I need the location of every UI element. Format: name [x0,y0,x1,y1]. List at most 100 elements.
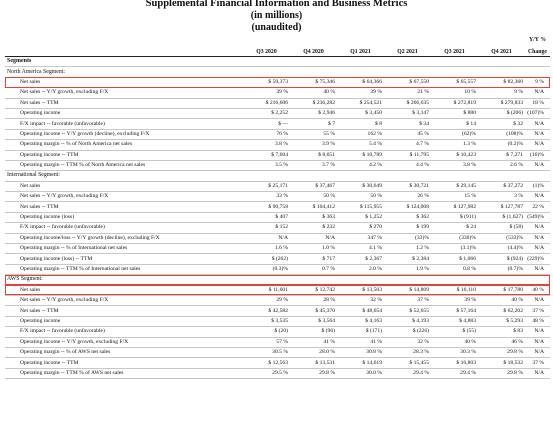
financial-metrics-table: Q3 2020 Q4 2020 Q1 2021 Q2 2021 Q3 2021 … [5,37,550,379]
metric-value: 2.0 % [368,266,382,272]
metric-value: $ 3,450 [365,110,382,117]
metric-value: $ 10,789 [362,151,382,158]
document-subtitle-audit: (unaudited) [251,22,302,33]
yoy-change-value: 40 % [525,285,550,296]
metric-label: Operating income [20,110,61,117]
metric-value: 29.8 % [507,369,523,376]
metric-value: $ 407 [275,214,288,221]
metric-label: Net sales -- TTM [20,203,59,210]
metric-value: $ 30,721 [409,182,429,189]
metric-value: $ 62,202 [503,307,523,314]
metric-value: $ 57,164 [456,307,476,314]
metric-value: 41 % [323,338,335,345]
table-row: Net sales -- TTM $ 90,758 $ 104,412 $ 115,9… [5,202,550,213]
table-row: Net sales -- Y/Y growth, excluding F/X 33… [5,192,550,202]
document-title: Supplemental Financial Information and B… [145,0,408,9]
segment-header-row: International Segment: [5,170,550,182]
metric-value: $ 14,619 [362,359,382,366]
metric-value: $ 11,795 [409,151,429,158]
metric-value: $ 59,373 [243,77,290,88]
metric-value: 30.0 % [366,369,382,376]
metric-value: $ 82,360 [478,77,525,88]
metric-value: 50 % [370,193,382,200]
metric-value: $ 3,564 [318,317,335,324]
metric-value: $ 272,819 [453,99,476,106]
metric-value: (0.3)% [272,266,288,272]
metric-label: F/X impact -- favorable (unfavorable) [20,120,105,127]
metric-value: $ 3,147 [412,110,429,117]
metric-value: 39 % [370,89,382,96]
metric-label: Operating income (loss) [20,214,75,221]
metric-value: (62)% [462,130,476,137]
metric-value: 1.9 % [415,266,429,272]
metric-value: 3.8 % [274,141,288,148]
table-row: Operating income (loss) $ 407 $ 363 $ 1,252… [5,212,550,223]
table-row: Net sales $ 25,171 $ 37,467 $ 30,649 $ 30,72… [5,181,550,192]
metric-value: 4.1 % [368,245,382,252]
yoy-change-value: N/A [534,234,544,241]
table-header-row: Q3 2020 Q4 2020 Q1 2021 Q2 2021 Q3 2021 … [5,37,550,57]
metric-value: $ 37,272 [503,182,523,189]
metric-value: $ 14,809 [384,285,431,296]
table-row: Operating income $ 2,252 $ 2,946 $ 3,450 $ 3… [5,108,550,119]
metric-value: 347 % [367,234,382,241]
yoy-change-value: (107)% [527,110,544,117]
metric-value: 29 % [276,297,288,304]
metric-value: 4.4 % [415,162,429,169]
metric-value: $ 16,110 [431,285,478,296]
column-header: Q3 2021 [431,37,478,57]
metric-value: 55 % [323,130,335,137]
metric-value: $ 5,293 [506,317,523,324]
metric-value: $ 83 [513,328,523,335]
metric-label: F/X impact -- favorable (unfavorable) [20,224,105,231]
metric-value: $ 11,601 [243,285,290,296]
metric-value: $ 67,550 [384,77,431,88]
metric-value: 26 % [417,193,429,200]
metric-value: $ 363 [322,214,335,221]
metric-value: 39 % [464,297,476,304]
metric-value: 37 % [417,297,429,304]
metric-value: $ 64,366 [337,77,384,88]
metric-label: Operating margin -- % of International n… [20,245,128,252]
metric-value: 30.3 % [460,349,476,356]
metric-label: Operating margin -- % of AWS net sales [20,349,111,356]
metric-value: $ 152 [275,224,288,231]
metric-value: 39 % [276,89,288,96]
metric-label: Operating income -- Y/Y growth, excludin… [20,338,129,345]
yoy-change-value: N/A [534,89,544,96]
metric-value: 1.3 % [462,141,476,148]
metric-value: $ 1,252 [365,214,382,221]
metric-value: 41 % [370,338,382,345]
metric-value: 29.4 % [413,369,429,376]
metric-value: $ (55) [462,328,476,335]
metric-value: 57 % [276,338,288,345]
section-label: Segments [7,58,32,65]
metric-value: $ 90,758 [268,203,288,210]
column-header-change: Y/Y % Change [525,37,550,57]
metric-value: $ 52,655 [409,307,429,314]
metric-value: $ (226) [412,328,429,335]
yoy-change-value: N/A [534,130,544,137]
metric-value: $ 4,163 [365,317,382,324]
metric-value: $ 2,252 [271,110,288,117]
metric-value: $ 8 [375,120,382,127]
table-row: Net sales -- TTM $ 42,582 $ 45,370 $ 48,654… [5,306,550,317]
table-row: F/X impact -- favorable (unfavorable) $ 1… [5,223,550,234]
metric-value: 40 % [511,297,523,304]
yoy-change-value: N/A [534,297,544,304]
yoy-change-value: N/A [534,328,544,335]
metric-value: 3.8 % [462,162,476,169]
metric-value: $ 32 [513,120,523,127]
table-row: Operating margin -- TTM % of Internation… [5,264,550,275]
yoy-change-value: N/A [534,369,544,376]
metric-value: $ 37,467 [315,182,335,189]
metric-value: 40 % [464,338,476,345]
metric-label: F/X impact -- favorable (unfavorable) [20,328,105,335]
metric-value: 30.5 % [272,349,288,356]
metric-value: $ (20) [274,328,288,335]
metric-value: (330)% [459,234,476,241]
metric-value: 162 % [367,130,382,137]
yoy-change-value: 9 % [525,77,550,88]
metric-value: $ 45,370 [315,307,335,314]
metric-label: Operating income -- TTM [20,359,79,366]
